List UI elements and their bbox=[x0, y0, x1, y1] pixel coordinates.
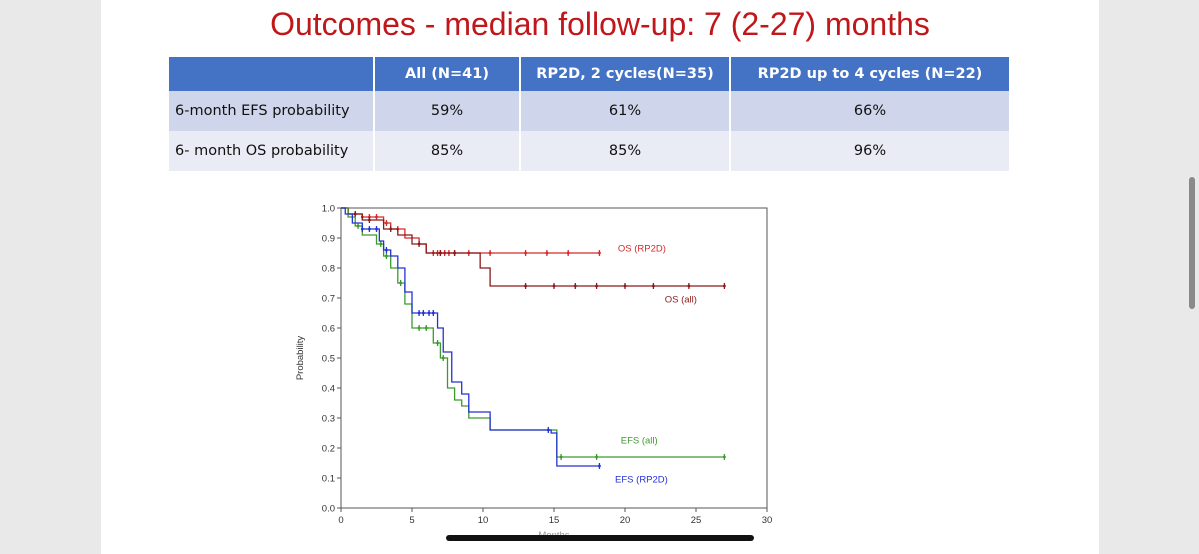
censor-point bbox=[389, 227, 393, 231]
x-tick-label: 5 bbox=[409, 515, 414, 526]
slide: Outcomes - median follow-up: 7 (2-27) mo… bbox=[101, 0, 1099, 554]
censor-point bbox=[427, 311, 431, 315]
censor-point bbox=[417, 311, 421, 315]
censor-point bbox=[687, 284, 691, 288]
table-row: 6-month EFS probability 59% 61% 66% bbox=[169, 91, 1009, 131]
row-label: 6-month EFS probability bbox=[169, 91, 373, 131]
y-tick-label: 0.3 bbox=[322, 414, 335, 425]
x-tick-label: 10 bbox=[478, 515, 489, 526]
censor-point bbox=[356, 224, 360, 228]
censor-point bbox=[595, 284, 598, 288]
censor-point bbox=[368, 227, 371, 231]
y-tick-label: 1.0 bbox=[322, 204, 335, 215]
censor-point bbox=[375, 215, 378, 219]
table-header-rp2d-4-cycles: RP2D up to 4 cycles (N=22) bbox=[729, 57, 1009, 91]
censor-point bbox=[421, 311, 425, 315]
y-tick-label: 0.7 bbox=[322, 294, 335, 305]
y-axis-label: Probability bbox=[295, 336, 306, 381]
censor-point bbox=[417, 326, 421, 330]
series-label: OS (RP2D) bbox=[618, 244, 666, 255]
censor-point bbox=[566, 251, 570, 255]
km-chart: 0.0 0.1 0.2 0.3 0.4 0.5 0.6 0.7 0.8 0.9 1.0 0 5 10 15 2… bbox=[295, 204, 773, 542]
y-tick-label: 0.1 bbox=[322, 474, 335, 485]
censor-point bbox=[573, 284, 577, 288]
table-header-blank bbox=[169, 57, 373, 91]
home-indicator[interactable] bbox=[446, 535, 754, 541]
censor-point bbox=[424, 326, 428, 330]
censor-point bbox=[598, 464, 601, 468]
censor-point bbox=[375, 227, 378, 231]
censor-point bbox=[368, 218, 371, 222]
censor-point bbox=[524, 284, 527, 288]
censor-point bbox=[723, 455, 726, 459]
km-curve-os-all bbox=[341, 207, 725, 287]
censor-point bbox=[552, 284, 556, 288]
censor-point bbox=[360, 227, 364, 231]
slide-title: Outcomes - median follow-up: 7 (2-27) mo… bbox=[270, 6, 930, 42]
series-label: EFS (RP2D) bbox=[615, 475, 668, 486]
censor-point bbox=[436, 341, 439, 345]
series-label: OS (all) bbox=[665, 295, 697, 306]
y-tick-label: 0.2 bbox=[322, 444, 335, 455]
censor-point bbox=[439, 251, 442, 255]
y-tick-label: 0.4 bbox=[322, 384, 335, 395]
censor-point bbox=[623, 284, 627, 288]
censor-point bbox=[353, 212, 357, 216]
table-header-all: All (N=41) bbox=[373, 57, 519, 91]
table-cell: 85% bbox=[373, 131, 519, 171]
censor-point bbox=[385, 221, 388, 225]
table-header-rp2d-2-cycles: RP2D, 2 cycles(N=35) bbox=[519, 57, 729, 91]
scrollbar-thumb[interactable] bbox=[1189, 177, 1195, 309]
x-tick-label: 0 bbox=[338, 515, 343, 526]
censor-point bbox=[559, 455, 563, 459]
censor-point bbox=[441, 356, 445, 360]
x-tick-label: 20 bbox=[620, 515, 631, 526]
censor-point bbox=[453, 251, 456, 255]
censor-point bbox=[488, 251, 492, 255]
censor-point bbox=[399, 281, 403, 285]
x-tick-label: 15 bbox=[549, 515, 560, 526]
censor-point bbox=[431, 311, 435, 315]
censor-point bbox=[598, 251, 601, 255]
table-cell: 85% bbox=[519, 131, 729, 171]
table-row: 6- month OS probability 85% 85% 96% bbox=[169, 131, 1009, 171]
row-label: 6- month OS probability bbox=[169, 131, 373, 171]
table-cell: 96% bbox=[729, 131, 1009, 171]
y-tick-label: 0.0 bbox=[322, 504, 335, 515]
table-cell: 59% bbox=[373, 91, 519, 131]
y-tick-label: 0.6 bbox=[322, 324, 335, 335]
censor-point bbox=[385, 254, 388, 258]
censor-point bbox=[417, 242, 421, 246]
outcomes-table: All (N=41) RP2D, 2 cycles(N=35) RP2D up … bbox=[169, 57, 1009, 171]
censor-point bbox=[595, 455, 598, 459]
x-tick-label: 25 bbox=[691, 515, 702, 526]
censor-point bbox=[652, 284, 655, 288]
censor-point bbox=[385, 248, 388, 252]
table-header-row: All (N=41) RP2D, 2 cycles(N=35) RP2D up … bbox=[169, 57, 1009, 91]
censor-point bbox=[546, 428, 550, 432]
km-curve-efs-all bbox=[341, 207, 725, 458]
censor-point bbox=[524, 251, 527, 255]
censor-point bbox=[379, 242, 383, 246]
y-tick-label: 0.5 bbox=[322, 354, 335, 365]
table-cell: 66% bbox=[729, 91, 1009, 131]
km-curve-efs-rp2d bbox=[341, 207, 600, 467]
censor-point bbox=[723, 284, 726, 288]
table-cell: 61% bbox=[519, 91, 729, 131]
y-tick-label: 0.8 bbox=[322, 264, 335, 275]
x-tick-label: 30 bbox=[762, 515, 773, 526]
y-tick-label: 0.9 bbox=[322, 234, 335, 245]
series-label: EFS (all) bbox=[621, 436, 658, 447]
censor-point bbox=[545, 251, 549, 255]
